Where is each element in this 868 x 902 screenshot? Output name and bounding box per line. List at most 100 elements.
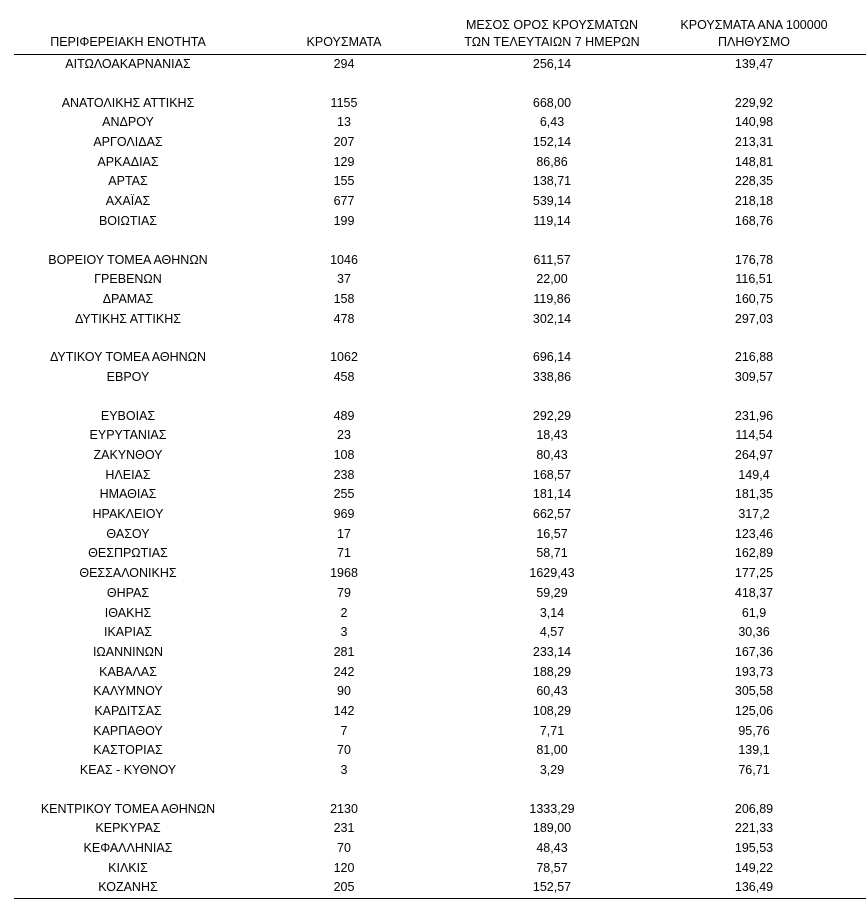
avg-cell: 539,14 (532, 194, 572, 209)
per-100000-cell: 95,76 (738, 723, 770, 738)
avg-cell: 3,29 (539, 763, 565, 777)
avg-cell: 338,86 (532, 369, 572, 384)
table-row: ΔΡΑΜΑΣ 158 119,86 160,75 (14, 290, 866, 310)
region-cell: ΚΑΒΑΛΑΣ (99, 664, 157, 679)
avg-cell: 18,43 (536, 428, 568, 443)
region-cell: ΚΕΦΑΛΛΗΝΙΑΣ (83, 841, 173, 856)
header-per-100000: ΚΡΟΥΣΜΑΤΑ ΑΝΑ 100000 ΠΛΗΘΥΣΜΟ (666, 17, 842, 51)
avg-cell: 59,29 (536, 585, 568, 600)
region-cell: ΒΟΡΕΙΟΥ ΤΟΜΕΑ ΑΘΗΝΩΝ (48, 252, 208, 267)
cases-cell: 489 (333, 408, 355, 423)
avg-cell: 168,57 (532, 467, 572, 482)
avg-cell: 4,57 (539, 625, 565, 640)
table-row: ΚΕΑΣ - ΚΥΘΝΟΥ 3 3,29 76,71 (14, 761, 866, 781)
region-cell: ΘΕΣΠΡΩΤΙΑΣ (88, 546, 168, 561)
avg-cell: 119,14 (533, 213, 571, 228)
avg-cell: 86,86 (536, 154, 568, 169)
per-100000-cell: 136,49 (734, 880, 774, 895)
per-100000-cell: 297,03 (734, 311, 774, 326)
cases-cell: 458 (333, 369, 355, 384)
cases-cell: 158 (333, 291, 355, 306)
table-row: ΖΑΚΥΝΘΟΥ 108 80,43 264,97 (14, 446, 866, 466)
per-100000-cell: 229,92 (734, 95, 774, 110)
table-row: ΕΒΡΟΥ 458 338,86 309,57 (14, 368, 866, 388)
region-cell: ΚΑΡΔΙΤΣΑΣ (94, 703, 162, 718)
avg-cell: 78,57 (536, 860, 568, 875)
table-row: ΙΩΑΝΝΙΝΩΝ 281 233,14 167,36 (14, 643, 866, 663)
table-header: ΠΕΡΙΦΕΡΕΙΑΚΗ ΕΝΟΤΗΤΑ ΚΡΟΥΣΜΑΤΑ ΜΕΣΟΣ ΟΡΟ… (14, 0, 866, 55)
cases-cell: 294 (333, 57, 355, 71)
cases-cell: 205 (333, 880, 355, 895)
avg-cell: 302,14 (532, 311, 572, 326)
per-100000-cell: 317,2 (738, 507, 770, 522)
region-cell: ΑΝΔΡΟΥ (102, 115, 154, 130)
avg-cell: 119,86 (533, 291, 571, 306)
avg-cell: 1629,43 (529, 566, 575, 581)
avg-cell: 188,29 (532, 664, 572, 679)
cases-cell: 3 (340, 625, 348, 640)
region-cell: ΘΑΣΟΥ (106, 526, 150, 541)
per-100000-cell: 206,89 (734, 801, 774, 816)
header-avg-line1: ΜΕΣΟΣ ΟΡΟΣ ΚΡΟΥΣΜΑΤΩΝ (465, 18, 639, 32)
table-row: ΒΟΙΩΤΙΑΣ 199 119,14 168,76 (14, 212, 866, 232)
per-100000-cell: 167,36 (734, 644, 774, 659)
avg-cell: 3,14 (539, 605, 565, 620)
region-cell: ΗΡΑΚΛΕΙΟΥ (92, 507, 164, 522)
avg-cell: 1333,29 (529, 801, 575, 816)
cases-cell: 79 (337, 585, 351, 600)
cases-cell: 255 (333, 487, 355, 502)
cases-cell: 90 (337, 684, 351, 699)
region-cell: ΕΥΒΟΙΑΣ (100, 408, 156, 423)
region-cell: ΔΥΤΙΚΗΣ ΑΤΤΙΚΗΣ (75, 311, 181, 326)
per-100000-cell: 305,58 (734, 684, 774, 699)
table-row: ΚΑΒΑΛΑΣ 242 188,29 193,73 (14, 663, 866, 683)
region-cell: ΙΘΑΚΗΣ (104, 605, 152, 620)
per-100000-cell: 177,25 (734, 566, 774, 581)
cases-cell: 969 (333, 507, 355, 522)
per-100000-cell: 168,76 (734, 213, 774, 228)
region-cell: ΑΡΓΟΛΙΔΑΣ (93, 135, 163, 150)
region-cell: ΚΕΑΣ - ΚΥΘΝΟΥ (79, 763, 177, 777)
table-row: ΓΡΕΒΕΝΩΝ 37 22,00 116,51 (14, 270, 866, 290)
table-row: ΗΛΕΙΑΣ 238 168,57 149,4 (14, 466, 866, 486)
region-cell: ΖΑΚΥΝΘΟΥ (93, 448, 163, 462)
table-row: ΕΥΡΥΤΑΝΙΑΣ 23 18,43 114,54 (14, 426, 866, 446)
cases-cell: 155 (333, 174, 355, 189)
cases-cell: 108 (333, 448, 355, 462)
per-100000-cell: 264,97 (734, 448, 774, 462)
per-100000-cell: 213,31 (734, 135, 774, 150)
avg-cell: 7,71 (539, 723, 565, 738)
table-row: ΚΕΦΑΛΛΗΝΙΑΣ 70 48,43 195,53 (14, 839, 866, 859)
table-row: ΚΕΡΚΥΡΑΣ 231 189,00 221,33 (14, 819, 866, 839)
per-100000-cell: 140,98 (734, 115, 774, 130)
cases-cell: 1155 (330, 95, 358, 110)
per-100000-cell: 176,78 (734, 252, 774, 267)
table-row: ΘΑΣΟΥ 17 16,57 123,46 (14, 525, 866, 545)
cases-cell: 129 (333, 154, 355, 169)
table-row: ΚΑΛΥΜΝΟΥ 90 60,43 305,58 (14, 682, 866, 702)
region-cell: ΙΚΑΡΙΑΣ (103, 625, 153, 640)
table-row: ΚΙΛΚΙΣ 120 78,57 149,22 (14, 859, 866, 879)
table-row: ΘΕΣΠΡΩΤΙΑΣ 71 58,71 162,89 (14, 544, 866, 564)
per-100000-cell: 148,81 (734, 154, 774, 169)
per-100000-cell: 309,57 (734, 369, 774, 384)
table-row: ΙΚΑΡΙΑΣ 3 4,57 30,36 (14, 623, 866, 643)
cases-cell: 238 (333, 467, 355, 482)
per-100000-cell: 114,54 (735, 428, 773, 443)
header-cases-label: ΚΡΟΥΣΜΑΤΑ (306, 35, 382, 49)
header-7day-average: ΜΕΣΟΣ ΟΡΟΣ ΚΡΟΥΣΜΑΤΩΝ ΤΩΝ ΤΕΛΕΥΤΑΙΩΝ 7 Η… (452, 17, 652, 51)
table-row: ΚΑΡΔΙΤΣΑΣ 142 108,29 125,06 (14, 702, 866, 722)
header-region: ΠΕΡΙΦΕΡΕΙΑΚΗ ΕΝΟΤΗΤΑ (14, 34, 242, 51)
table-row: ΙΘΑΚΗΣ 2 3,14 61,9 (14, 604, 866, 624)
avg-cell: 60,43 (536, 684, 568, 699)
region-cell: ΗΜΑΘΙΑΣ (99, 487, 157, 502)
table-row: ΘΕΣΣΑΛΟΝΙΚΗΣ 1968 1629,43 177,25 (14, 564, 866, 584)
cases-cell: 37 (337, 272, 351, 287)
cases-cell: 199 (333, 213, 355, 228)
per-100000-cell: 193,73 (734, 664, 774, 679)
per-100000-cell: 221,33 (734, 821, 774, 836)
region-cell: ΕΥΡΥΤΑΝΙΑΣ (89, 428, 167, 443)
region-cell: ΚΕΝΤΡΙΚΟΥ ΤΟΜΕΑ ΑΘΗΝΩΝ (40, 801, 216, 816)
avg-cell: 22,00 (536, 272, 568, 287)
region-cell: ΑΡΚΑΔΙΑΣ (97, 154, 159, 169)
